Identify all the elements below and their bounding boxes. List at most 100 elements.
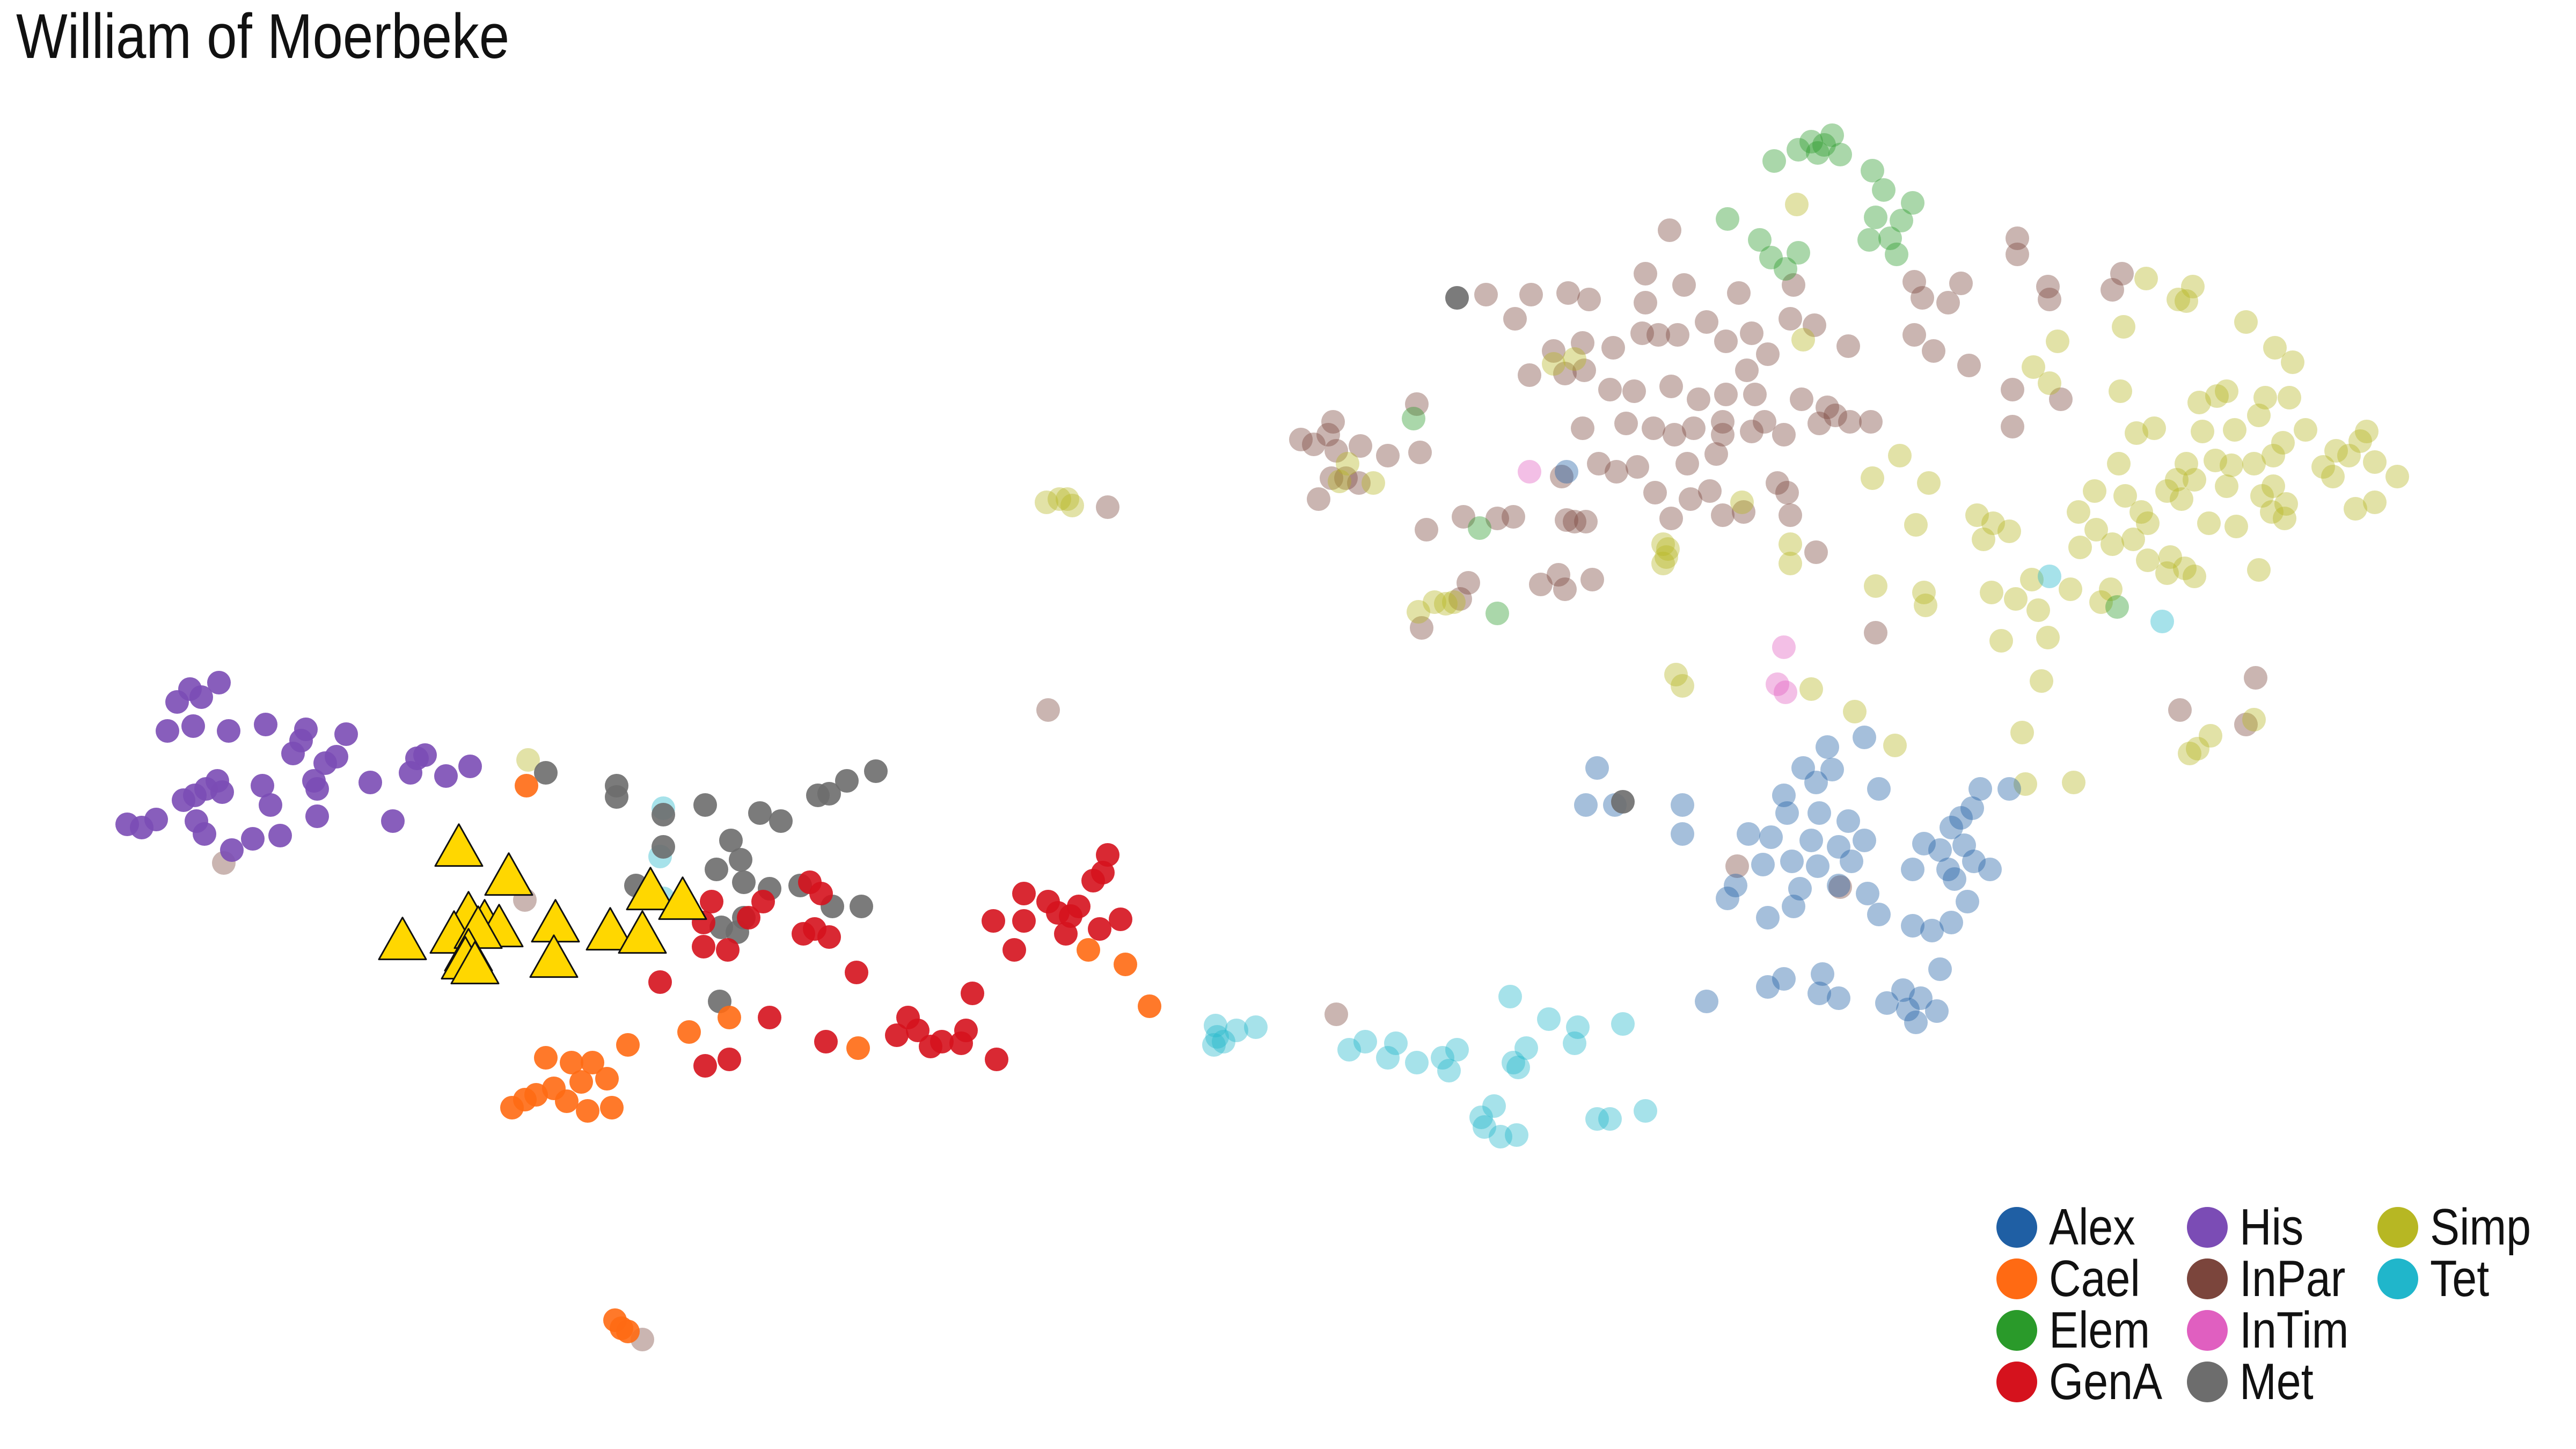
point-tet-11	[1506, 1056, 1530, 1079]
point-alex-39	[1943, 867, 1966, 891]
point-alex-59	[1896, 998, 1920, 1021]
point-alex-11	[1867, 777, 1891, 801]
point-alex-36	[1949, 806, 1973, 830]
point-inpar-56	[1682, 416, 1706, 440]
point-alex-50	[1772, 967, 1796, 991]
point-simp-20	[2247, 404, 2271, 427]
point-met-7	[748, 801, 772, 825]
point-simp-77	[1981, 511, 2005, 535]
point-gena-35	[961, 982, 984, 1005]
point-elem-7	[1861, 159, 1884, 182]
point-inpar-24	[1902, 323, 1926, 347]
point-gena-33	[930, 1030, 954, 1053]
point-alex-16	[1737, 822, 1760, 846]
point-his-16	[358, 771, 382, 794]
point-tet-10	[1502, 1051, 1525, 1074]
point-gena-0	[1096, 843, 1119, 867]
point-simp-80	[1904, 513, 1928, 537]
point-met-6	[652, 803, 675, 826]
point-inpar-54	[1753, 410, 1776, 434]
point-inpar-65	[1698, 479, 1722, 503]
point-alex-13	[1807, 801, 1831, 825]
point-alex-35	[1940, 816, 1963, 839]
point-his-7	[254, 713, 277, 736]
point-alex-7	[1816, 735, 1839, 759]
point-met-15	[729, 848, 752, 872]
legend-item-elem: Elem	[1996, 1301, 2187, 1359]
point-simp-44	[2250, 484, 2274, 508]
point-alex-6	[1791, 756, 1815, 780]
point-inpar-68	[1766, 471, 1789, 495]
point-elem-12	[1878, 226, 1902, 250]
point-simp-120	[1056, 487, 1079, 511]
point-alex-52	[1811, 962, 1834, 986]
point-tet-17	[1353, 1030, 1377, 1053]
legend-item-cael: Cael	[1996, 1250, 2187, 1307]
point-gena-8	[982, 909, 1005, 933]
point-gena-24	[716, 938, 740, 962]
point-simp-47	[2363, 491, 2387, 514]
point-simp-96	[2062, 771, 2085, 794]
point-simp-29	[2183, 468, 2206, 492]
point-gena-3	[1012, 882, 1036, 905]
point-inpar-97	[1563, 510, 1586, 533]
point-alex-60	[1925, 999, 1949, 1023]
point-inpar-111	[2234, 713, 2258, 736]
point-inpar-83	[1349, 434, 1372, 458]
point-unknown-1	[484, 852, 533, 896]
point-inpar-22	[1936, 291, 1960, 314]
point-simp-18	[2253, 386, 2277, 409]
point-inpar-86	[1334, 466, 1358, 490]
legend-swatch-simp	[2377, 1207, 2418, 1248]
series-inpar	[212, 218, 2267, 1351]
point-tet-7	[1598, 1107, 1622, 1131]
legend: Alex His Simp Cael InPar Tet Elem InTim GenA Met	[1996, 1198, 2555, 1410]
point-inpar-30	[2038, 288, 2061, 311]
point-simp-119	[1048, 487, 1071, 511]
point-his-2	[189, 685, 213, 709]
point-simp-46	[2274, 492, 2298, 516]
point-inpar-94	[1550, 465, 1574, 488]
point-alex-1	[1574, 793, 1598, 817]
point-simp-3	[2181, 275, 2205, 298]
point-simp-81	[1917, 471, 1941, 495]
point-alex-15	[1853, 829, 1876, 852]
point-alex-47	[1920, 919, 1944, 942]
point-his-35	[241, 827, 265, 851]
point-inpar-27	[2006, 226, 2029, 250]
point-gena-16	[792, 922, 815, 946]
point-elem-21	[1468, 516, 1491, 540]
point-simp-39	[2363, 450, 2387, 474]
point-alex-37	[1952, 833, 1976, 857]
point-inpar-53	[1772, 423, 1796, 447]
point-inpar-33	[1503, 307, 1527, 331]
point-inpar-11	[1803, 313, 1826, 337]
point-his-21	[458, 755, 482, 778]
point-his-10	[334, 722, 358, 746]
point-his-11	[281, 742, 305, 765]
point-his-31	[115, 813, 139, 836]
point-inpar-7	[1727, 281, 1751, 305]
point-cael-4	[677, 1020, 701, 1044]
point-met-10	[817, 782, 841, 806]
point-simp-56	[2068, 536, 2092, 559]
point-inpar-14	[1646, 323, 1670, 347]
point-inpar-81	[1321, 410, 1345, 434]
point-simp-28	[2170, 487, 2193, 511]
point-simp-9	[2112, 315, 2135, 339]
point-inpar-44	[1714, 383, 1738, 406]
point-alex-55	[1695, 990, 1718, 1013]
point-gena-19	[737, 906, 760, 930]
point-tet-1	[2150, 610, 2174, 633]
point-alex-61	[1904, 1011, 1928, 1034]
point-simp-54	[2067, 500, 2090, 524]
point-inpar-117	[1096, 495, 1119, 519]
point-alex-34	[1928, 838, 1952, 862]
point-his-15	[305, 777, 329, 801]
point-his-13	[325, 745, 348, 769]
series-unknown	[378, 823, 707, 985]
point-gena-28	[814, 1030, 838, 1053]
point-gena-18	[700, 890, 723, 913]
legend-label-his: His	[2240, 1198, 2304, 1256]
point-alex-26	[1827, 874, 1850, 897]
